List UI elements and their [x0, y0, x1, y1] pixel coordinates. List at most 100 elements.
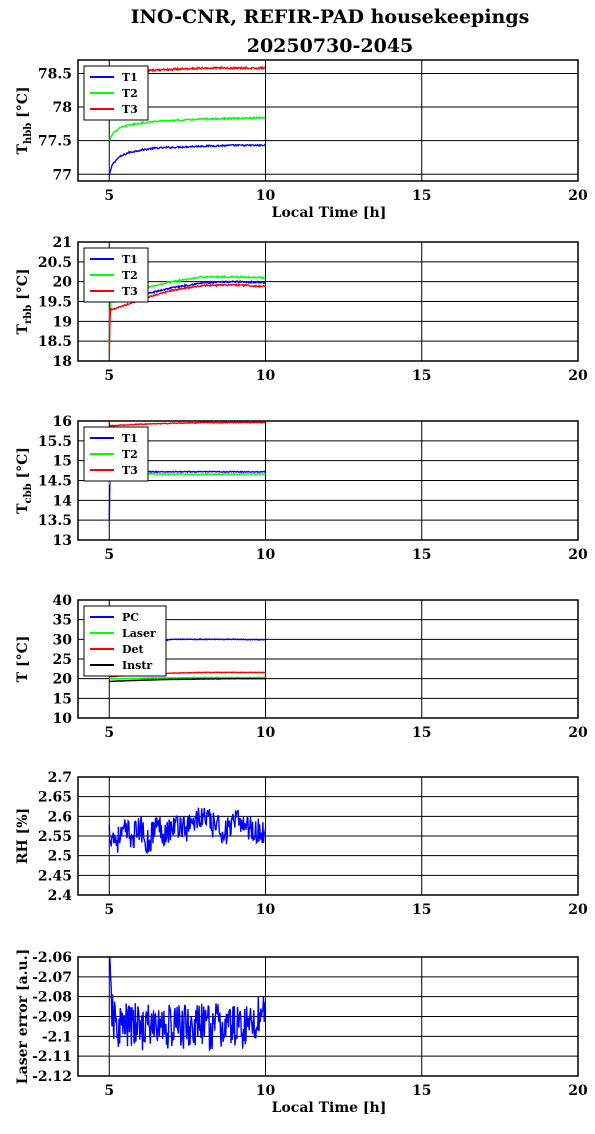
y-tick-label: 77.5 — [38, 134, 72, 150]
y-tick-label: 35 — [53, 613, 72, 629]
plot-frame — [77, 776, 579, 896]
figure-title-line2: 20250730-2045 — [247, 35, 414, 57]
y-tick-label: 13 — [53, 533, 72, 549]
y-tick-label: -2.08 — [32, 990, 72, 1006]
y-tick-label: 13.5 — [38, 513, 72, 529]
series-line-data — [109, 956, 267, 1053]
legend-entry: T3 — [122, 464, 138, 477]
y-axis-label: Laser error [a.u.] — [15, 949, 31, 1084]
x-tick-label: 20 — [568, 188, 588, 204]
y-tick-label: -2.12 — [32, 1069, 72, 1085]
y-axis-label-main: T — [15, 143, 31, 154]
x-tick-label: 15 — [412, 1083, 431, 1099]
series-line-t3 — [109, 421, 266, 427]
legend-entry: PC — [122, 611, 139, 624]
y-axis-label: Trbb [°C] — [15, 269, 34, 335]
x-tick-label: 5 — [104, 368, 114, 384]
y-tick-label: 77 — [53, 167, 72, 183]
y-tick-label: -2.11 — [32, 1049, 72, 1065]
legend-entry: T3 — [122, 103, 138, 116]
y-tick-label: 78.5 — [38, 66, 72, 82]
figure-title-line1: INO-CNR, REFIR-PAD housekeepings — [131, 6, 530, 28]
y-tick-label: 2.7 — [48, 770, 72, 786]
x-tick-label: 5 — [104, 725, 114, 741]
legend: T1 T2 T3 — [83, 426, 149, 482]
legend: PC Laser Det Instr — [83, 605, 167, 677]
y-axis-label: Thbb [°C] — [15, 87, 34, 155]
y-axis-label-sub: hbb — [23, 123, 34, 144]
y-tick-label: 15.5 — [38, 434, 72, 450]
series-line-data — [108, 807, 267, 855]
legend-entry: T1 — [122, 71, 138, 84]
x-tick-label: 15 — [412, 547, 431, 563]
y-tick-label: 30 — [53, 632, 73, 648]
y-tick-label: 78 — [53, 100, 72, 116]
y-tick-label: -2.07 — [32, 970, 72, 986]
series-line-instr — [109, 677, 266, 683]
y-tick-label: 18.5 — [38, 334, 72, 350]
y-tick-label: 15 — [53, 691, 72, 707]
y-axis-label-main: T — [15, 503, 31, 514]
y-tick-label: 40 — [53, 593, 73, 609]
legend-entry: Det — [122, 643, 145, 656]
y-axis-label: T [°C] — [15, 636, 31, 683]
x-axis-label: Local Time [h] — [272, 205, 387, 221]
y-axis-label: RH [%] — [15, 808, 31, 864]
y-axis-label-main: Laser error [a.u.] — [15, 949, 31, 1084]
plot-frame — [77, 59, 579, 182]
y-axis-label-sub: rbb — [23, 305, 34, 324]
y-tick-label: -2.06 — [32, 950, 72, 966]
legend-entry: Instr — [122, 659, 152, 672]
x-tick-label: 20 — [568, 725, 588, 741]
x-axis-label: Local Time [h] — [272, 1100, 387, 1116]
y-tick-label: 10 — [53, 711, 73, 727]
y-tick-label: 20 — [53, 672, 73, 688]
y-tick-label: 18 — [53, 354, 72, 370]
legend-entry: T1 — [122, 253, 138, 266]
y-tick-label: 2.4 — [48, 888, 73, 904]
y-axis-label-unit: [°C] — [15, 636, 31, 672]
y-axis-label-main: T — [15, 671, 31, 682]
y-tick-label: 21 — [53, 235, 72, 251]
y-tick-label: 14.5 — [38, 474, 72, 490]
panel-4: 10 15 20 25 30 35 40 5 10 15 20 T [°C] PC Laser Det Ins… — [15, 593, 588, 741]
y-tick-label: 19.5 — [38, 295, 72, 311]
legend-entry: T2 — [122, 448, 138, 461]
y-tick-label: 2.45 — [38, 868, 72, 884]
y-tick-label: -2.1 — [42, 1029, 72, 1045]
legend-entry: T3 — [122, 285, 138, 298]
plot-frame — [77, 420, 579, 541]
legend-entry: T1 — [122, 432, 138, 445]
y-tick-label: 15 — [53, 454, 72, 470]
series-line-laser — [109, 676, 266, 680]
y-tick-label: 16 — [53, 414, 72, 430]
x-tick-label: 10 — [256, 368, 276, 384]
x-tick-label: 10 — [256, 1083, 276, 1099]
x-tick-label: 5 — [104, 547, 114, 563]
y-axis-label-main: RH [%] — [15, 808, 31, 864]
legend-entry: T2 — [122, 87, 138, 100]
legend-entry: Laser — [122, 627, 156, 640]
plot-frame — [77, 599, 579, 719]
y-axis-label-sub: cbb — [23, 483, 34, 503]
y-tick-label: 20 — [53, 275, 73, 291]
panel-3: 13 13.5 14 14.5 15 15.5 16 5 10 15 20 Tcbb [°C] T1 T2… — [15, 414, 588, 563]
x-tick-label: 15 — [412, 188, 431, 204]
y-tick-label: 25 — [53, 652, 72, 668]
y-tick-label: -2.09 — [32, 1010, 72, 1026]
series-line-t1 — [108, 143, 266, 176]
x-tick-label: 15 — [412, 725, 431, 741]
y-tick-label: 2.55 — [38, 829, 72, 845]
legend-entry: T2 — [122, 269, 138, 282]
panel-6: -2.12 -2.11 -2.1 -2.09 -2.08 -2.07 -2.06 5 10 15 2… — [15, 949, 588, 1116]
y-tick-label: 2.5 — [48, 849, 72, 865]
x-tick-label: 20 — [568, 1083, 588, 1099]
y-tick-label: 20.5 — [38, 255, 72, 271]
panel-1: 77 77.5 78 78.5 5 10 15 20 Local Time [h] Thbb [°… — [15, 59, 588, 221]
y-tick-label: 2.65 — [38, 790, 72, 806]
x-tick-label: 15 — [412, 368, 431, 384]
y-axis-label-unit: [°C] — [15, 269, 31, 305]
x-tick-label: 10 — [256, 188, 276, 204]
y-axis-label-unit: [°C] — [15, 87, 31, 123]
